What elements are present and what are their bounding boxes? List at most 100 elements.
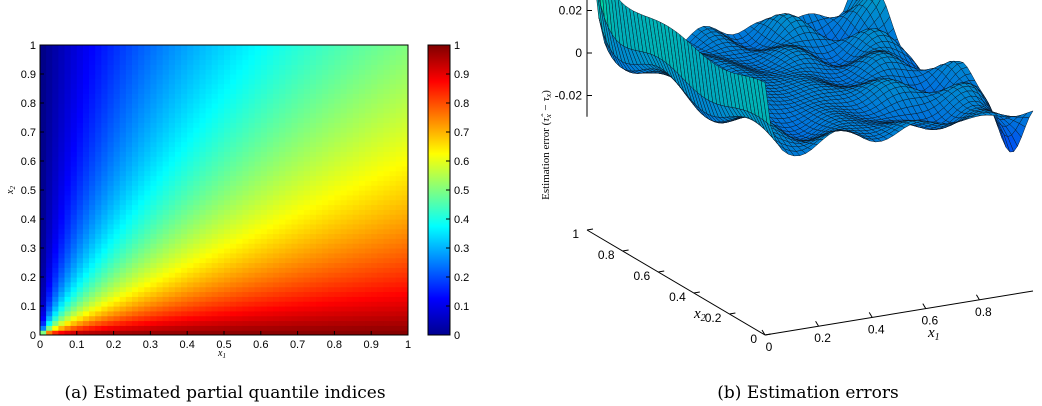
heatmap-x-tick-label: 0.1 bbox=[69, 339, 84, 351]
heatmap-cell bbox=[371, 151, 378, 157]
heatmap-cell bbox=[273, 238, 280, 244]
heatmap-cell bbox=[199, 175, 207, 181]
heatmap-cell bbox=[316, 165, 323, 172]
heatmap-cell bbox=[248, 238, 256, 244]
heatmap-cell bbox=[138, 83, 145, 90]
heatmap-cell bbox=[279, 170, 286, 177]
heatmap-cell bbox=[150, 64, 158, 70]
heatmap-cell bbox=[181, 59, 188, 65]
heatmap-cell bbox=[205, 74, 213, 80]
heatmap-cell bbox=[334, 209, 342, 215]
heatmap-cell bbox=[150, 315, 158, 322]
heatmap-cell bbox=[82, 277, 90, 283]
heatmap-cell bbox=[76, 199, 84, 206]
heatmap-cell bbox=[187, 78, 194, 85]
heatmap-cell bbox=[168, 286, 176, 293]
heatmap-cell bbox=[352, 262, 360, 268]
heatmap-cell bbox=[199, 310, 207, 317]
heatmap-cell bbox=[303, 296, 311, 302]
heatmap-cell bbox=[230, 228, 237, 235]
heatmap-cell bbox=[297, 228, 305, 235]
heatmap-cell bbox=[297, 103, 305, 109]
heatmap-cell bbox=[132, 83, 139, 90]
heatmap-cell bbox=[395, 228, 403, 235]
heatmap-cell bbox=[279, 122, 286, 128]
heatmap-cell bbox=[279, 238, 286, 244]
heatmap-cell bbox=[236, 54, 243, 61]
heatmap-cell bbox=[162, 107, 170, 114]
heatmap-cell bbox=[254, 277, 262, 283]
heatmap-cell bbox=[291, 199, 299, 206]
heatmap-cell bbox=[89, 267, 96, 273]
heatmap-cell bbox=[236, 49, 243, 56]
heatmap-cell bbox=[236, 165, 243, 172]
heatmap-cell bbox=[383, 136, 391, 143]
heatmap-cell bbox=[217, 74, 225, 80]
heatmap-cell bbox=[156, 74, 164, 80]
heatmap-cell bbox=[193, 69, 201, 75]
heatmap-cell bbox=[205, 132, 213, 138]
heatmap-cell bbox=[52, 223, 59, 230]
heatmap-cell bbox=[119, 209, 127, 215]
heatmap-cell bbox=[291, 103, 299, 109]
heatmap-cell bbox=[205, 64, 213, 70]
heatmap-cell bbox=[254, 257, 262, 264]
heatmap-cell bbox=[187, 194, 194, 201]
heatmap-cell bbox=[101, 301, 109, 307]
heatmap-cell bbox=[199, 325, 207, 331]
heatmap-cell bbox=[242, 161, 250, 167]
heatmap-cell bbox=[316, 214, 323, 220]
heatmap-cell bbox=[279, 74, 286, 80]
heatmap-cell bbox=[138, 59, 145, 65]
heatmap-cell bbox=[181, 146, 188, 152]
heatmap-cell bbox=[273, 262, 280, 268]
heatmap-cell bbox=[401, 194, 408, 201]
heatmap-cell bbox=[352, 165, 360, 172]
heatmap-cell bbox=[346, 310, 354, 317]
heatmap-cell bbox=[217, 59, 225, 65]
heatmap-cell bbox=[150, 161, 158, 167]
heatmap-cell bbox=[125, 112, 133, 119]
heatmap-cell bbox=[168, 107, 176, 114]
heatmap-cell bbox=[297, 209, 305, 215]
heatmap-cell bbox=[236, 291, 243, 297]
heatmap-cell bbox=[340, 83, 348, 90]
heatmap-cell bbox=[401, 64, 408, 70]
heatmap-cell bbox=[181, 214, 188, 220]
heatmap-cell bbox=[352, 136, 360, 143]
heatmap-cell bbox=[224, 127, 231, 133]
heatmap-cell bbox=[340, 281, 348, 288]
heatmap-cell bbox=[346, 330, 354, 335]
heatmap-cell bbox=[297, 286, 305, 293]
heatmap-cell bbox=[236, 45, 243, 51]
heatmap-cell bbox=[230, 45, 237, 51]
heatmap-cell bbox=[401, 252, 408, 259]
heatmap-cell bbox=[205, 320, 213, 326]
heatmap-cell bbox=[365, 49, 372, 56]
heatmap-cell bbox=[297, 170, 305, 177]
heatmap-cell bbox=[156, 325, 164, 331]
heatmap-cell bbox=[144, 325, 151, 331]
heatmap-cell bbox=[371, 199, 378, 206]
heatmap-cell bbox=[187, 69, 194, 75]
heatmap-cell bbox=[150, 88, 158, 94]
heatmap-cell bbox=[371, 98, 378, 104]
heatmap-cell bbox=[266, 306, 274, 312]
heatmap-y-axis-label: x2 bbox=[5, 186, 17, 195]
heatmap-cell bbox=[371, 219, 378, 225]
heatmap-cell bbox=[156, 136, 164, 143]
heatmap-cell bbox=[150, 228, 158, 235]
heatmap-cell bbox=[285, 69, 293, 75]
heatmap-cell bbox=[187, 296, 194, 302]
heatmap-cell bbox=[64, 320, 72, 326]
heatmap-cell bbox=[64, 122, 72, 128]
heatmap-cell bbox=[125, 107, 133, 114]
heatmap-cell bbox=[89, 199, 96, 206]
heatmap-cell bbox=[174, 320, 182, 326]
heatmap-cell bbox=[224, 103, 231, 109]
heatmap-cell bbox=[58, 286, 66, 293]
heatmap-cell bbox=[156, 277, 164, 283]
heatmap-cell bbox=[193, 156, 201, 162]
heatmap-cell bbox=[40, 161, 47, 167]
heatmap-cell bbox=[334, 132, 342, 138]
